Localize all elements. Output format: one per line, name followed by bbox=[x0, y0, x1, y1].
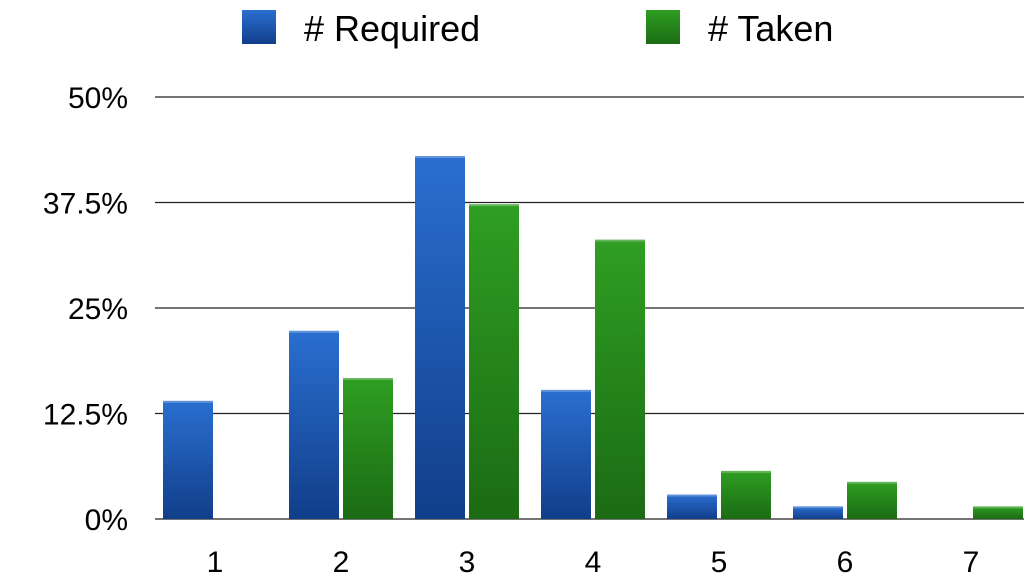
x-axis: 1 2 3 4 5 6 7 bbox=[207, 546, 980, 579]
x-tick-label: 7 bbox=[963, 546, 980, 579]
bar-highlight bbox=[163, 400, 213, 403]
bar-required-6 bbox=[793, 506, 843, 519]
y-tick-label: 12.5% bbox=[43, 399, 128, 432]
bar-highlight bbox=[667, 494, 717, 497]
legend: # Required # Taken bbox=[242, 8, 833, 49]
y-axis: 0% 12.5% 25% 37.5% 50% bbox=[43, 82, 128, 537]
bar-taken-6 bbox=[847, 481, 897, 519]
bar-taken-4 bbox=[595, 239, 645, 520]
y-tick-label: 37.5% bbox=[43, 188, 128, 221]
bar-required-5 bbox=[667, 494, 717, 519]
bar-highlight bbox=[289, 330, 339, 333]
x-tick-label: 3 bbox=[459, 546, 476, 579]
bar-highlight bbox=[595, 239, 645, 242]
x-tick-label: 2 bbox=[333, 546, 350, 579]
bar-taken-3 bbox=[469, 204, 519, 520]
bar-required-4 bbox=[541, 389, 591, 519]
x-tick-label: 5 bbox=[711, 546, 728, 579]
legend-swatch-required bbox=[242, 10, 276, 44]
legend-swatch-taken bbox=[646, 10, 680, 44]
bar-taken-2 bbox=[343, 378, 393, 519]
legend-label-taken: # Taken bbox=[708, 8, 833, 49]
bar-required-3 bbox=[415, 156, 465, 519]
x-tick-label: 1 bbox=[207, 546, 224, 579]
bars bbox=[163, 156, 1023, 520]
legend-label-required: # Required bbox=[304, 8, 480, 49]
y-tick-label: 50% bbox=[68, 82, 128, 115]
y-tick-label: 25% bbox=[68, 293, 128, 326]
bar-required-2 bbox=[289, 330, 339, 519]
x-tick-label: 6 bbox=[837, 546, 854, 579]
bar-highlight bbox=[847, 481, 897, 484]
bar-highlight bbox=[973, 506, 1023, 509]
x-tick-label: 4 bbox=[585, 546, 602, 579]
bar-taken-7 bbox=[973, 506, 1023, 519]
bar-highlight bbox=[541, 389, 591, 392]
bar-highlight bbox=[415, 156, 465, 159]
bar-highlight bbox=[721, 470, 771, 473]
y-tick-label: 0% bbox=[85, 504, 128, 537]
bar-highlight bbox=[343, 378, 393, 381]
bar-taken-5 bbox=[721, 470, 771, 519]
bar-highlight bbox=[793, 506, 843, 509]
bar-highlight bbox=[469, 204, 519, 207]
bar-required-1 bbox=[163, 400, 213, 519]
